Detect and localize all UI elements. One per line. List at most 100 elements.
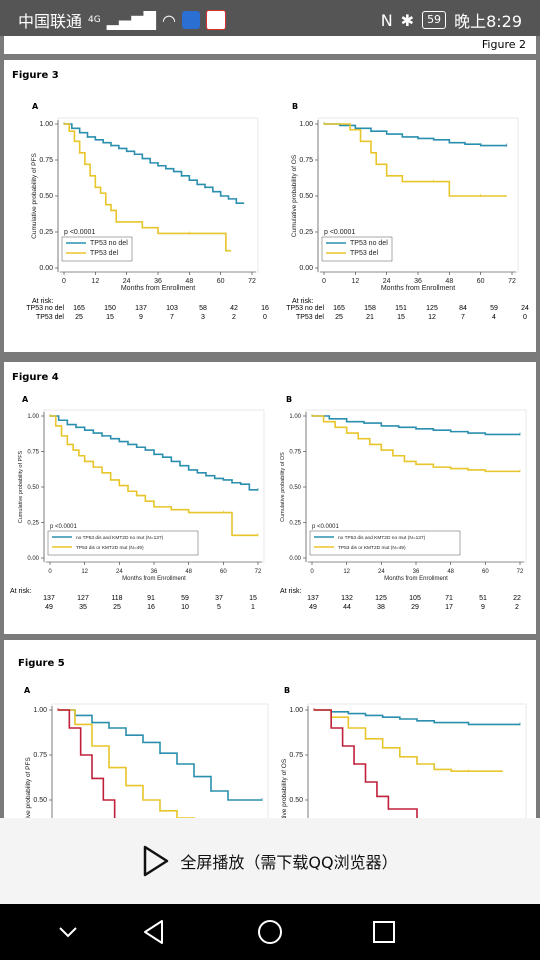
at-risk-count: 58 [199,305,207,312]
x-tick-label: 0 [310,569,314,575]
at-risk-count: 38 [377,604,385,611]
x-tick-label: 60 [477,278,485,285]
y-tick-label: 0.75 [289,450,301,456]
at-risk-count: 21 [366,314,374,321]
at-risk-count: 15 [397,314,405,321]
x-tick-label: 24 [383,278,391,285]
fullscreen-play-label[interactable]: 全屏播放（需下载QQ浏览器） [180,853,398,872]
at-risk-count: 22 [513,595,521,602]
play-icon[interactable] [142,844,170,878]
x-tick-label: 12 [91,278,99,285]
legend-label: TP53 del [350,250,378,257]
y-tick-label: 1.00 [289,707,303,714]
y-tick-label: 0.25 [27,521,39,527]
signal-icon: ▂▄▆█ [106,10,156,30]
home-icon[interactable] [254,916,286,948]
y-axis-label: Cumulative probability of PFS [25,757,32,818]
at-risk-count: 17 [445,604,453,611]
at-risk-count: 7 [461,314,465,321]
survival-curve [58,709,116,818]
figure-3a-at-risk: At risk: TP53 no del 165 150 137 103 58 42 16 T… [10,298,270,323]
p-value: p <0.0001 [324,229,355,236]
at-risk-count: 15 [249,595,257,602]
at-risk-group-name: TP53 no del [26,305,64,312]
at-risk-count: 9 [481,604,485,611]
at-risk-label: At risk: [32,298,54,305]
x-tick-label: 60 [482,569,489,575]
y-tick-label: 0.75 [289,752,303,759]
y-tick-label: 0.50 [39,193,53,200]
at-risk-count: 16 [147,604,155,611]
y-tick-label: 0.75 [27,450,39,456]
figure-5-title: Figure 5 [18,658,65,669]
legend-label: no TP53 dis and KMT2D no mut (N=137) [76,535,164,541]
at-risk-count: 44 [343,604,351,611]
status-right: N ✱ 59 晚上8:29 [381,8,522,32]
legend-label: TP53 no del [350,240,388,247]
panel-letter: A [24,686,31,695]
survival-curve [64,123,245,204]
document-viewer[interactable]: Figure 2 Figure 3 A B 0.00 0.25 0.50 0.75 1.… [0,36,540,818]
x-axis-label: Months from Enrollment [121,285,195,292]
y-tick-label: 0.75 [39,157,53,164]
figure-4-title: Figure 4 [12,372,59,383]
survival-curve [324,123,507,197]
panel-letter: B [286,395,293,404]
figure-4-page: Figure 4 A B 0.00 0.25 0.50 0.75 1.00 Cumulat… [4,362,536,634]
at-risk-count: 25 [113,604,121,611]
at-risk-count: 51 [479,595,487,602]
legend-label: TP53 dis or KMT2D mut (N=49) [76,545,144,551]
at-risk-count: 59 [181,595,189,602]
figure-3-page: Figure 3 A B 0.00 0.25 0.50 0.75 1.00 Cumulat… [4,60,536,352]
fullscreen-play-bar[interactable]: 全屏播放（需下载QQ浏览器） [0,818,540,904]
at-risk-count: 49 [309,604,317,611]
at-risk-count: 125 [426,305,438,312]
at-risk-count: 158 [364,305,376,312]
panel-letter: A [32,102,39,111]
x-tick-label: 12 [81,569,88,575]
at-risk-count: 2 [232,314,236,321]
at-risk-count: 25 [335,314,343,321]
at-risk-count: 165 [333,305,345,312]
at-risk-count: 125 [375,595,387,602]
x-tick-label: 72 [248,278,256,285]
legend-box [321,236,393,262]
at-risk-group-name: TP53 no del [286,305,324,312]
figure-2-page: Figure 2 [4,36,536,54]
at-risk-count: 118 [111,595,123,602]
p-value: p <0.0001 [64,229,95,236]
back-icon[interactable] [138,916,170,948]
status-bar: 中国联通 4G ▂▄▆█ ◠ N ✱ 59 晚上8:29 [0,0,540,36]
p-value: p <0.0001 [50,524,78,530]
y-tick-label: 0.50 [289,797,303,804]
at-risk-count: 150 [104,305,116,312]
at-risk-count: 137 [307,595,319,602]
at-risk-row: 49 35 25 16 10 5 1 [10,604,270,613]
at-risk-count: 137 [43,595,55,602]
legend-box [61,236,133,262]
figure-3b-at-risk: At risk: TP53 no del 165 158 151 125 84 59 24 T… [270,298,530,323]
at-risk-count: 42 [230,305,238,312]
x-tick-label: 24 [123,278,131,285]
y-tick-label: 0.50 [27,485,39,491]
y-tick-label: 0.50 [289,485,301,491]
at-risk-count: 7 [170,314,174,321]
at-risk-count: 59 [490,305,498,312]
at-risk-count: 25 [75,314,83,321]
at-risk-count: 9 [139,314,143,321]
survival-curve [312,415,520,436]
bluetooth-icon: ✱ [400,10,415,30]
x-tick-label: 60 [217,278,225,285]
survival-curve [50,415,258,491]
y-tick-label: 1.00 [27,414,39,420]
recent-apps-icon[interactable] [368,916,400,948]
chevron-down-icon[interactable] [52,916,84,948]
x-tick-label: 36 [151,569,158,575]
shield-app-icon [181,11,200,29]
at-risk-row: TP53 del 25 21 15 12 7 4 0 [270,314,530,323]
x-tick-label: 72 [517,569,524,575]
y-axis-label: Cumulative probability of OS [281,758,288,818]
y-axis-label: Cumulative probability of OS [291,154,298,237]
